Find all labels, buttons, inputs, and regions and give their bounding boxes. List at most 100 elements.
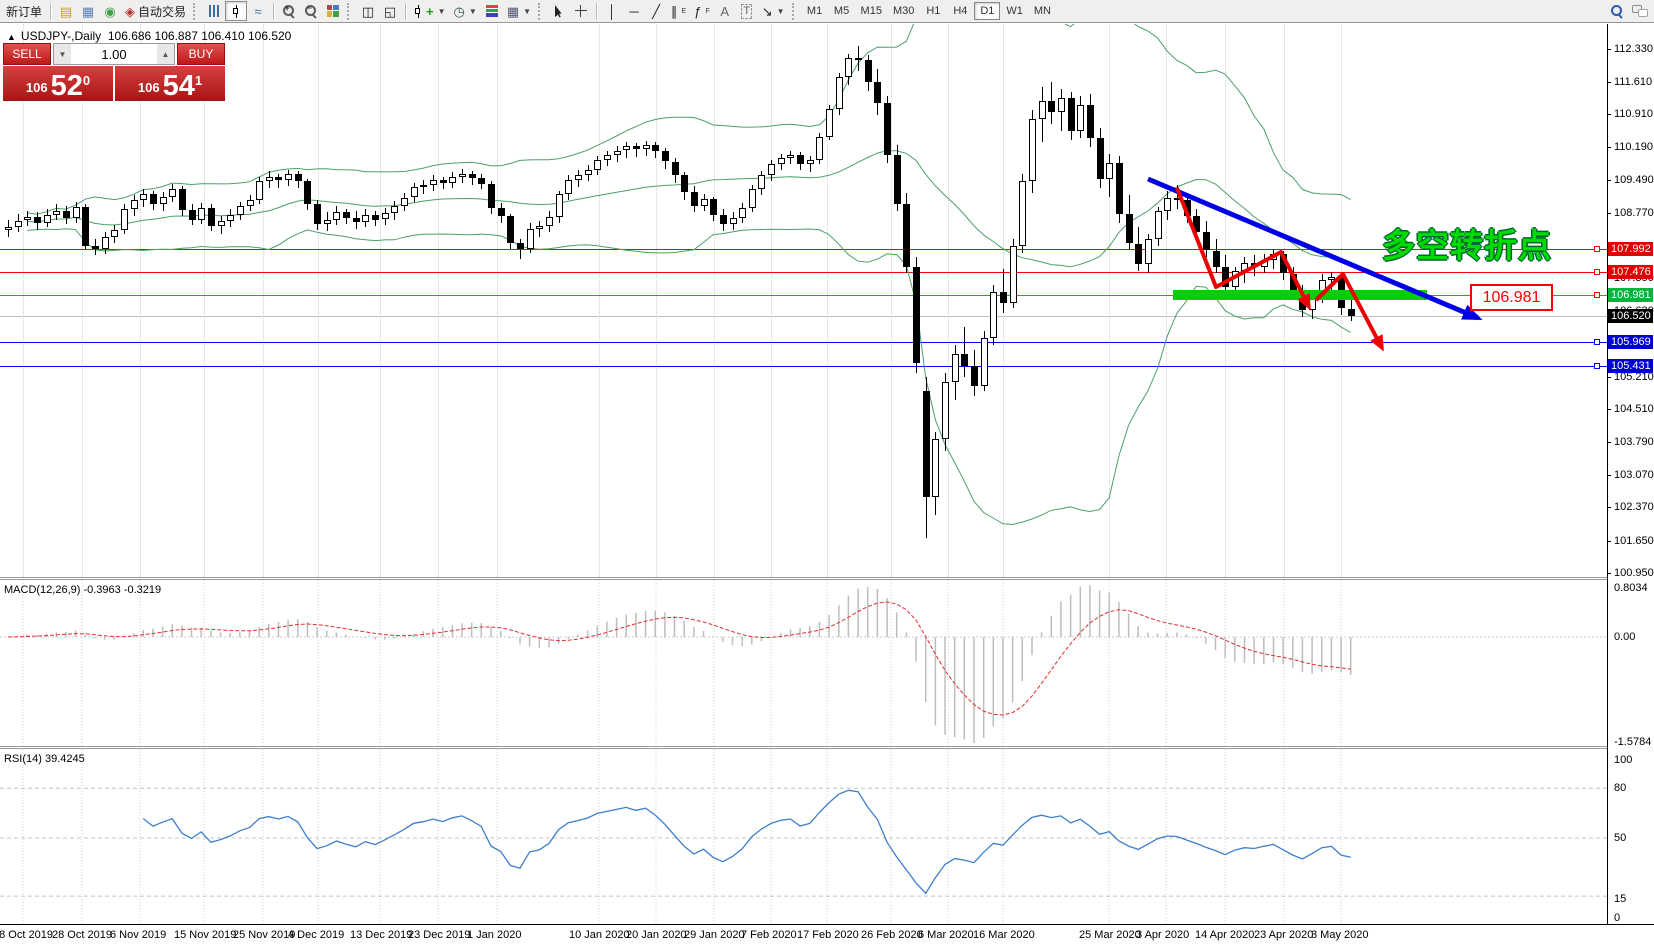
main-chart-panel[interactable]: 106.981 多空转折点 ▲ USDJPY-,Daily 106.686 106… xyxy=(0,24,1607,577)
arrows-button[interactable]: ↘ ▼ xyxy=(758,1,789,21)
candle xyxy=(304,181,311,205)
volume-down-button[interactable]: ▼ xyxy=(54,44,71,64)
candle xyxy=(420,184,427,188)
text-button[interactable]: A xyxy=(714,1,736,21)
date-label: 3 Apr 2020 xyxy=(1136,929,1190,941)
candle xyxy=(1222,266,1229,288)
candle xyxy=(865,60,872,83)
candle xyxy=(836,76,843,109)
zoom-in-button[interactable]: + xyxy=(278,1,300,21)
timeframe-h1[interactable]: H1 xyxy=(920,2,946,20)
candle xyxy=(672,161,679,176)
candle xyxy=(636,143,637,157)
timeframe-m5[interactable]: M5 xyxy=(829,2,855,20)
candle xyxy=(990,291,997,338)
candle xyxy=(179,189,186,211)
bar-chart-button[interactable] xyxy=(203,1,225,21)
crosshair-button[interactable] xyxy=(570,1,592,21)
candle xyxy=(53,211,60,215)
navigator-button[interactable]: ◉ xyxy=(99,1,121,21)
buy-button[interactable]: BUY xyxy=(177,43,225,65)
macd-panel: MACD(12,26,9) -0.3963 -0.3219 xyxy=(0,580,1607,746)
line-end-marker xyxy=(1594,363,1600,369)
chat-button[interactable] xyxy=(1628,1,1652,21)
new-order-button[interactable]: 新订单 xyxy=(2,1,46,21)
volume-input[interactable] xyxy=(71,44,157,64)
dropdown-arrow-icon: ▼ xyxy=(776,6,785,16)
timeframe-m1[interactable]: M1 xyxy=(802,2,828,20)
data-window-button[interactable]: ▦ xyxy=(77,1,99,21)
sell-price-box[interactable]: 106 52 0 xyxy=(3,66,113,101)
candle xyxy=(758,175,765,190)
channel-button[interactable]: ∥ E xyxy=(667,1,690,21)
search-button[interactable] xyxy=(1606,1,1628,21)
candle xyxy=(932,439,939,497)
collapse-arrow-icon[interactable]: ▲ xyxy=(7,32,16,42)
candle xyxy=(1097,137,1104,180)
price-axis[interactable]: 112.330 111.610 110.910 110.190 109.490 108.7… xyxy=(1607,24,1654,925)
tile-windows-button[interactable] xyxy=(322,1,344,21)
candle xyxy=(507,215,514,243)
candle xyxy=(256,181,263,200)
candle xyxy=(826,109,833,137)
crosshair-icon xyxy=(575,5,588,17)
period-button[interactable]: ◷ ▼ xyxy=(450,1,481,21)
text-label-button[interactable]: T xyxy=(736,1,758,21)
grid-line-vertical xyxy=(318,24,320,577)
axis-tick xyxy=(1607,442,1611,443)
timeframe-m30[interactable]: M30 xyxy=(888,2,919,20)
candle xyxy=(1145,238,1152,265)
toolbar-grip xyxy=(538,2,543,20)
text-icon: A xyxy=(720,3,730,19)
dropdown-arrow-icon: ▼ xyxy=(468,6,477,16)
cursor-button[interactable] xyxy=(548,1,570,21)
candle xyxy=(971,365,978,387)
axis-tick-label: 112.330 xyxy=(1614,43,1653,55)
candle xyxy=(411,187,418,198)
candle xyxy=(469,173,476,179)
timeframe-h4[interactable]: H4 xyxy=(947,2,973,20)
candle xyxy=(778,157,785,165)
sell-button[interactable]: SELL xyxy=(3,43,51,65)
indicator-window-alt-button[interactable]: ◱ xyxy=(379,1,401,21)
timeframe-mn[interactable]: MN xyxy=(1029,2,1056,20)
indicator-window-alt-icon: ◱ xyxy=(383,3,397,19)
timeframe-w1[interactable]: W1 xyxy=(1001,2,1028,20)
axis-price-badge: 105.431 xyxy=(1608,359,1653,373)
panel-separator[interactable] xyxy=(0,746,1654,749)
add-indicator-button[interactable]: + ▼ xyxy=(410,1,450,21)
candle xyxy=(449,176,456,183)
fibonacci-f-label: F xyxy=(705,7,710,15)
candle xyxy=(527,228,534,250)
autotrading-button[interactable]: ◈ 自动交易 xyxy=(121,1,190,21)
chart-properties-button[interactable] xyxy=(481,1,503,21)
timeframe-m15[interactable]: M15 xyxy=(856,2,887,20)
panel-separator[interactable] xyxy=(0,577,1654,580)
candle xyxy=(131,199,138,209)
axis-tick-label: 101.650 xyxy=(1614,535,1654,547)
candle xyxy=(807,159,814,165)
trendline-button[interactable]: ╱ xyxy=(645,1,667,21)
price-callout-label: 106.981 xyxy=(1470,284,1553,311)
candle xyxy=(140,193,147,200)
axis-price-badge: 107.992 xyxy=(1608,242,1653,256)
clock-icon: ◷ xyxy=(453,3,465,19)
timeframe-d1[interactable]: D1 xyxy=(974,2,1001,20)
vertical-line-button[interactable]: │ xyxy=(601,1,623,21)
rsi-level-label: 80 xyxy=(1614,782,1627,794)
horizontal-line-button[interactable]: ─ xyxy=(623,1,645,21)
fibonacci-icon: ƒ xyxy=(694,3,702,19)
templates-button[interactable]: ▦ ▼ xyxy=(503,1,535,21)
buy-price-small: 106 xyxy=(137,80,160,95)
line-chart-button[interactable]: ≈ xyxy=(247,1,269,21)
buy-price-box[interactable]: 106 54 1 xyxy=(115,66,225,101)
volume-up-button[interactable]: ▲ xyxy=(157,44,174,64)
market-watch-button[interactable]: ▤ xyxy=(55,1,77,21)
candlestick-chart-button[interactable] xyxy=(225,1,248,21)
zoom-out-button[interactable]: − xyxy=(300,1,322,21)
chart-properties-icon xyxy=(485,5,498,17)
indicator-window-button[interactable]: ◫ xyxy=(357,1,379,21)
axis-price-badge: 106.520 xyxy=(1608,309,1653,323)
